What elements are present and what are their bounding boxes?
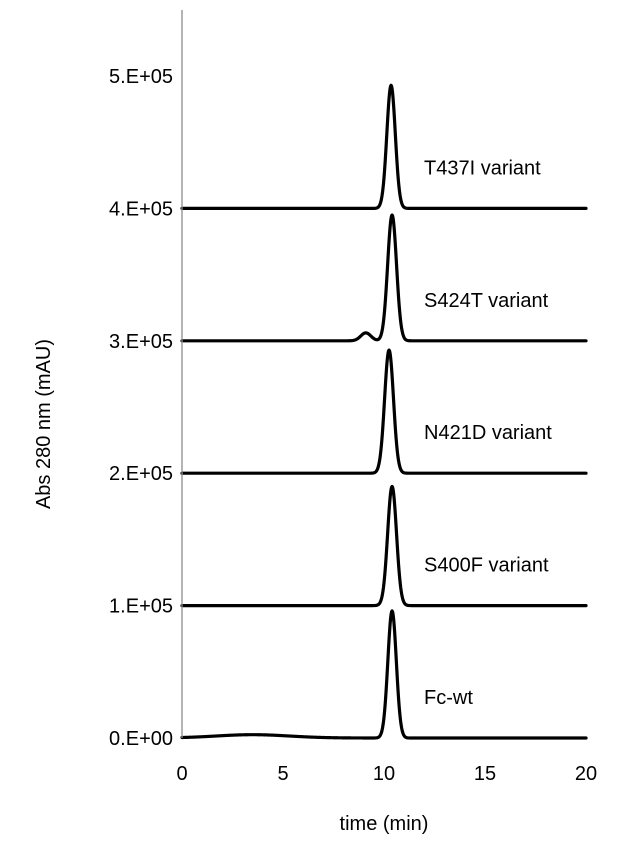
series-trace bbox=[180, 348, 588, 475]
y-tick-label: 1.E+05 bbox=[109, 596, 173, 618]
x-tick-label: 0 bbox=[176, 763, 187, 785]
traces bbox=[180, 83, 588, 740]
series-label: N421D variant bbox=[424, 422, 552, 444]
series-label: T437I variant bbox=[424, 157, 541, 179]
series-trace bbox=[180, 609, 588, 740]
y-tick-label: 5.E+05 bbox=[109, 66, 173, 88]
x-tick-label: 20 bbox=[575, 763, 597, 785]
series-trace bbox=[180, 213, 588, 343]
y-tick-label: 2.E+05 bbox=[109, 463, 173, 485]
series-trace bbox=[180, 484, 588, 608]
x-tick-label: 15 bbox=[474, 763, 496, 785]
series-trace bbox=[180, 83, 588, 210]
x-axis-title: time (min) bbox=[340, 813, 429, 835]
series-label: Fc-wt bbox=[424, 687, 473, 709]
y-axis-title: Abs 280 nm (mAU) bbox=[33, 339, 55, 509]
y-tick-label: 4.E+05 bbox=[109, 198, 173, 220]
y-tick-label: 0.E+00 bbox=[109, 728, 173, 750]
x-tick-label: 10 bbox=[373, 763, 395, 785]
x-tick-label: 5 bbox=[277, 763, 288, 785]
series-label: S400F variant bbox=[424, 555, 549, 577]
y-tick-labels: 0.E+00 1.E+05 2.E+05 3.E+05 4.E+05 5.E+05 bbox=[109, 66, 173, 750]
x-tick-labels: 0 5 10 15 20 bbox=[176, 763, 597, 785]
y-tick-label: 3.E+05 bbox=[109, 331, 173, 353]
series-label: S424T variant bbox=[424, 290, 549, 312]
series-labels: Fc-wt S400F variant N421D variant S424T var… bbox=[424, 157, 552, 709]
